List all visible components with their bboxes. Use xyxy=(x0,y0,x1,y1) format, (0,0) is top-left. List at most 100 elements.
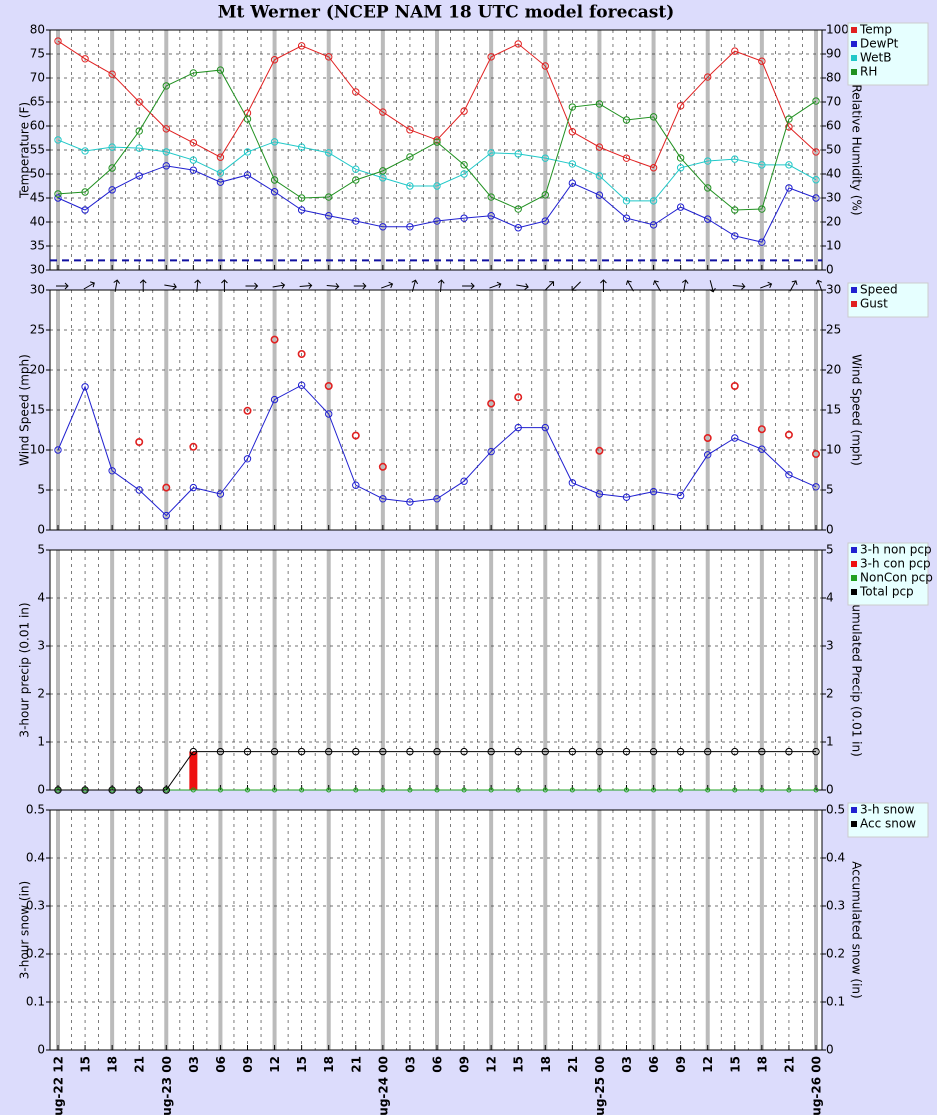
y-tick-label: 0.5 xyxy=(26,803,45,817)
point xyxy=(786,787,792,793)
point xyxy=(676,102,685,110)
point xyxy=(433,182,441,190)
y-tick-label: 10 xyxy=(30,443,45,457)
legend-label: RH xyxy=(860,65,877,79)
point xyxy=(676,154,685,162)
point xyxy=(595,490,604,498)
point xyxy=(243,171,252,179)
point xyxy=(487,399,496,408)
x-tick-label: 09 xyxy=(458,1056,472,1073)
point xyxy=(108,164,116,172)
y-tick-label: 30 xyxy=(30,263,45,277)
point xyxy=(433,217,441,225)
x-tick-label: 18 xyxy=(755,1056,769,1073)
legend-swatch xyxy=(851,69,857,75)
point xyxy=(541,217,549,225)
point xyxy=(324,381,333,390)
legend-swatch xyxy=(851,821,857,827)
series-line xyxy=(57,139,817,202)
wind-arrow-shape xyxy=(462,282,475,290)
point xyxy=(785,161,793,169)
y2-tick-label: 40 xyxy=(826,167,841,181)
wind-arrow xyxy=(652,280,662,292)
legend-box xyxy=(847,282,929,318)
y2-tick-label: 0 xyxy=(826,1043,834,1057)
point xyxy=(81,188,89,196)
point xyxy=(189,442,198,451)
y-tick-label: 15 xyxy=(30,403,45,417)
legend-swatch xyxy=(851,55,857,61)
point xyxy=(704,215,712,223)
y2-tick-label: 0.3 xyxy=(826,899,845,913)
point xyxy=(108,467,116,475)
wind-arrow-shape xyxy=(381,281,394,289)
point xyxy=(407,787,413,793)
point xyxy=(135,98,143,106)
legend-swatch xyxy=(851,807,857,813)
point xyxy=(785,471,793,479)
point xyxy=(162,786,170,794)
point xyxy=(541,747,549,756)
point xyxy=(380,787,386,793)
point xyxy=(243,455,252,463)
y2-axis-label: Accumulated snow (in) xyxy=(850,861,864,998)
wind-arrow-shape xyxy=(326,282,340,290)
point xyxy=(759,787,765,793)
y2-tick-label: 25 xyxy=(826,323,841,337)
wind-arrow xyxy=(113,279,121,292)
point xyxy=(758,161,766,169)
point xyxy=(81,786,89,794)
point xyxy=(785,123,793,131)
point xyxy=(352,176,360,184)
y-tick-label: 0.1 xyxy=(26,995,45,1009)
point xyxy=(352,217,360,225)
y-tick-label: 1 xyxy=(37,735,45,749)
x-tick-label: Aug-22 12 xyxy=(52,1056,66,1115)
point xyxy=(757,425,766,434)
point xyxy=(189,166,198,174)
point xyxy=(651,787,657,793)
y-axis-label: Wind Speed (mph) xyxy=(18,354,32,466)
point xyxy=(406,153,414,161)
point xyxy=(216,66,225,74)
point xyxy=(811,449,820,458)
y2-tick-label: 30 xyxy=(826,191,841,205)
wind-arrow-shape xyxy=(164,283,177,290)
point xyxy=(433,747,441,756)
point xyxy=(325,747,333,756)
legend-box xyxy=(847,802,929,838)
point xyxy=(568,128,577,136)
point xyxy=(596,787,602,793)
y-tick-label: 4 xyxy=(37,591,45,605)
point xyxy=(433,136,441,144)
y2-axis-label: Accumulated Precip (0.01 in) xyxy=(850,583,864,757)
y-tick-label: 55 xyxy=(30,143,45,157)
point xyxy=(406,182,414,190)
point xyxy=(758,747,766,756)
y-tick-label: 60 xyxy=(30,119,45,133)
x-tick-label: Aug-26 00 xyxy=(810,1056,824,1115)
y-tick-label: 75 xyxy=(30,47,45,61)
y-tick-label: 80 xyxy=(30,23,45,37)
point xyxy=(352,747,360,756)
wind-arrow xyxy=(245,282,259,290)
point xyxy=(54,194,62,202)
wind-arrow-shape xyxy=(489,281,502,289)
point xyxy=(162,162,170,170)
point xyxy=(649,221,658,229)
y2-tick-label: 2 xyxy=(826,687,834,701)
point xyxy=(731,232,739,240)
chart-title: Mt Werner (NCEP NAM 18 UTC model forecas… xyxy=(218,3,675,23)
wind-arrow-shape xyxy=(681,279,689,292)
point xyxy=(135,437,144,446)
point xyxy=(272,787,278,793)
point xyxy=(541,423,549,432)
x-tick-label: 03 xyxy=(187,1056,201,1073)
point xyxy=(270,395,279,404)
x-tick-label: 18 xyxy=(322,1056,336,1073)
point xyxy=(379,223,387,231)
x-tick-label: 09 xyxy=(241,1056,255,1073)
point xyxy=(595,100,604,108)
y2-tick-label: 0.2 xyxy=(826,947,845,961)
y2-tick-label: 10 xyxy=(826,443,841,457)
